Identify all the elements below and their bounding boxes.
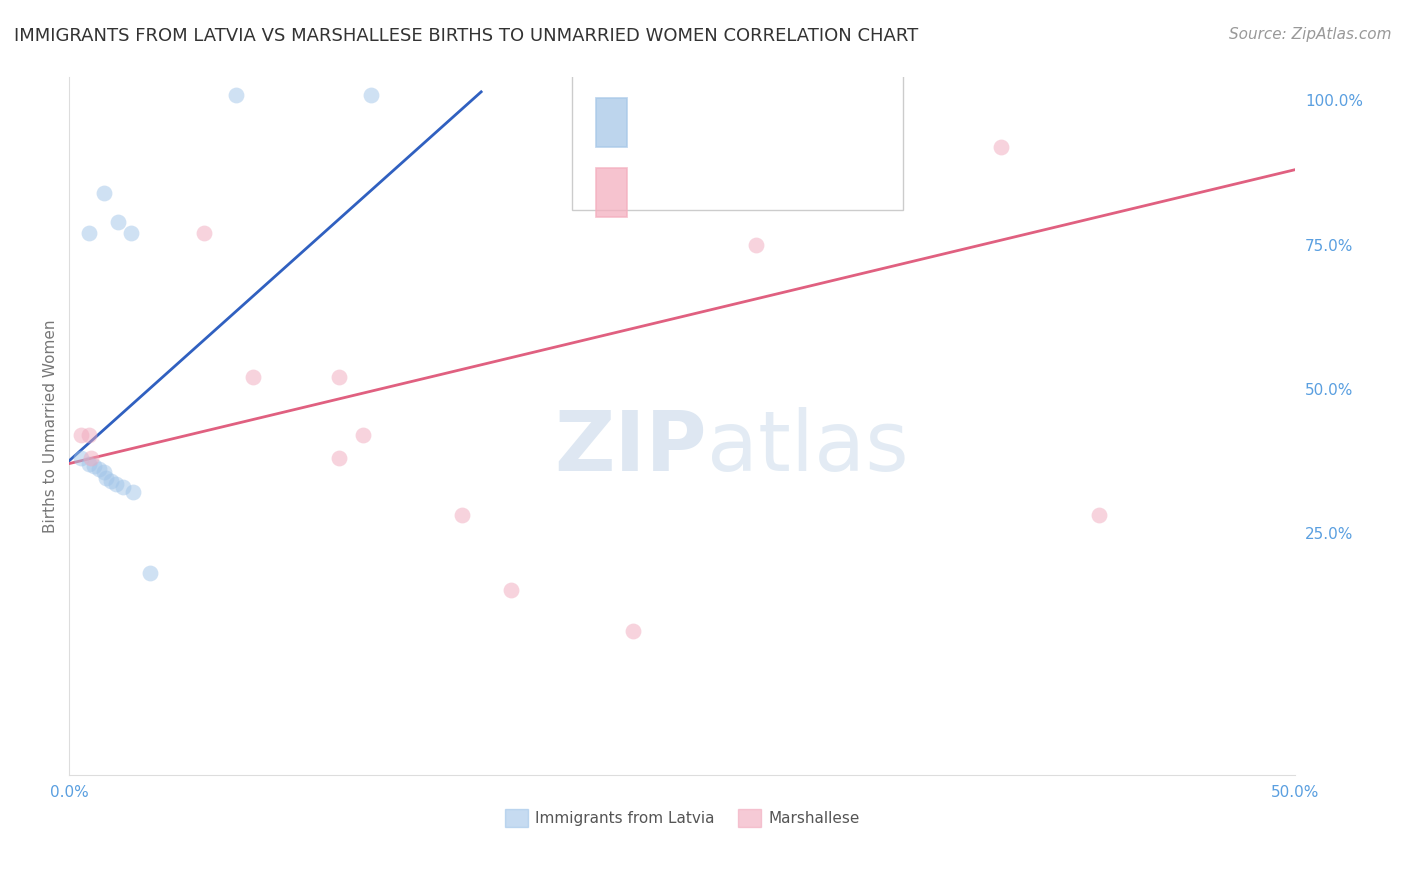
Point [225,87,247,102]
Point [87,462,110,476]
Point [100,474,122,488]
FancyBboxPatch shape [596,168,627,217]
Text: R = 0.629   N = 18: R = 0.629 N = 18 [645,114,815,132]
Point [70,427,93,442]
Point [328,450,350,465]
FancyBboxPatch shape [596,98,627,147]
FancyBboxPatch shape [596,98,627,147]
Text: R = 0.649   N = 14: R = 0.649 N = 14 [645,184,815,202]
Point [193,226,215,240]
Point [70,450,93,465]
Point [328,370,350,384]
Y-axis label: Births to Unmarried Women: Births to Unmarried Women [44,319,58,533]
Point [360,87,382,102]
Point [450,508,472,523]
Point [990,139,1012,153]
Point [122,485,145,500]
Point [77,427,100,442]
Point [499,583,522,598]
Legend: Immigrants from Latvia, Marshallese: Immigrants from Latvia, Marshallese [499,803,866,833]
Point [242,370,264,384]
Text: atlas: atlas [707,407,908,488]
Point [83,459,105,474]
Text: R = 0.629   N = 18: R = 0.629 N = 18 [645,114,815,132]
Point [77,226,100,240]
Text: Source: ZipAtlas.com: Source: ZipAtlas.com [1229,27,1392,42]
Point [745,237,768,252]
FancyBboxPatch shape [572,63,903,210]
Text: ZIP: ZIP [554,407,707,488]
Point [1088,508,1111,523]
Point [353,427,375,442]
Point [112,480,135,494]
Point [80,450,103,465]
Point [77,457,100,471]
Point [107,214,129,228]
Point [120,226,142,240]
Text: R = 0.649   N = 14: R = 0.649 N = 14 [645,184,815,202]
Point [93,465,115,479]
Point [831,87,853,102]
Point [139,566,162,580]
FancyBboxPatch shape [596,168,627,217]
Text: IMMIGRANTS FROM LATVIA VS MARSHALLESE BIRTHS TO UNMARRIED WOMEN CORRELATION CHAR: IMMIGRANTS FROM LATVIA VS MARSHALLESE BI… [14,27,918,45]
Point [621,624,644,638]
Point [94,471,117,485]
Point [93,186,115,200]
Point [104,476,127,491]
